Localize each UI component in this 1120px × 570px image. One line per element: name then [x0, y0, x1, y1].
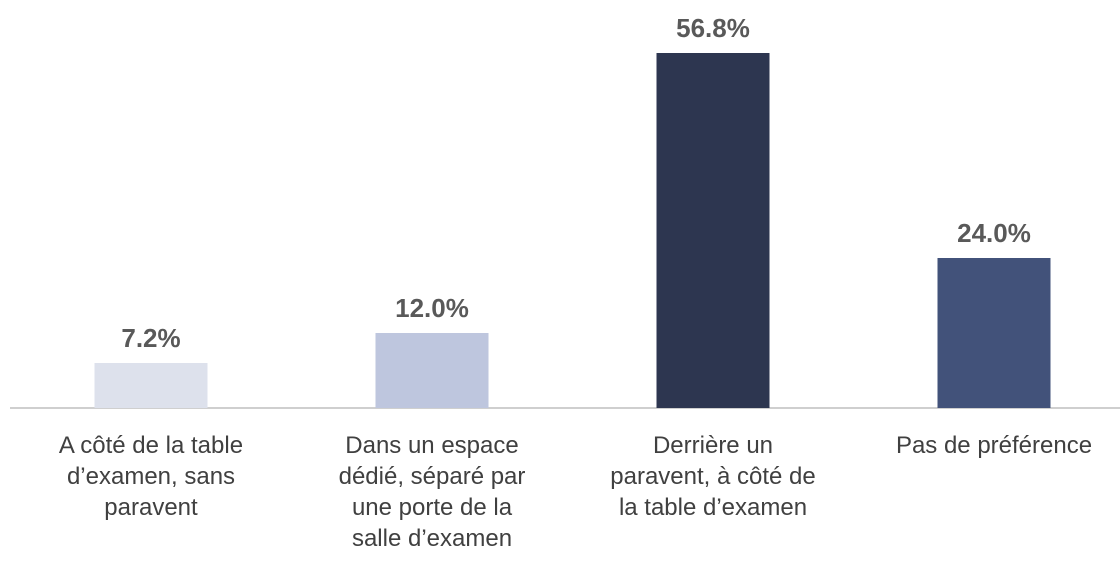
- x-tick-label: A côté de la table d’examen, sans parave…: [58, 432, 244, 521]
- x-tick-label: Dans un espace dédié, séparé par une por…: [338, 432, 526, 552]
- value-label: 12.0%: [395, 293, 469, 323]
- bar: [375, 333, 489, 408]
- bar: [937, 258, 1051, 408]
- value-label: 24.0%: [957, 218, 1031, 248]
- value-label: 56.8%: [676, 13, 750, 43]
- x-tick-label: Pas de préférence: [895, 432, 1093, 459]
- bar: [94, 363, 208, 408]
- value-label: 7.2%: [121, 323, 180, 353]
- x-tick-label: Derrière un paravent, à côté de la table…: [610, 432, 816, 521]
- bar: [656, 53, 770, 408]
